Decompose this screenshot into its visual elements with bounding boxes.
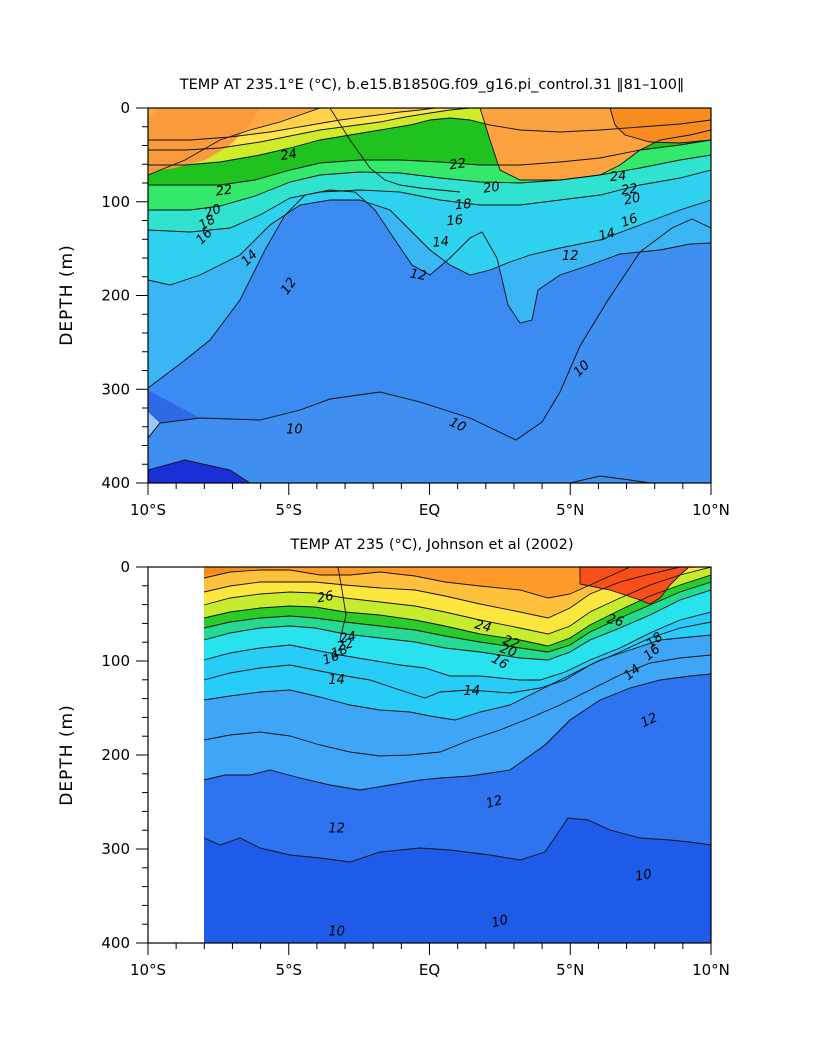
- y-tick-label: 100: [101, 193, 130, 211]
- isotherm-label: 22: [501, 633, 522, 653]
- y-tick-label: 400: [101, 474, 130, 492]
- isotherm-label: 24: [609, 169, 627, 185]
- y-tick-label: 400: [101, 934, 130, 952]
- region-26C: [204, 567, 280, 575]
- isotherm-label: 16: [619, 211, 640, 231]
- contour-fill: [204, 567, 711, 943]
- isotherm-label: 22: [620, 181, 638, 198]
- isotherm-label: 20: [623, 190, 642, 208]
- isotherm-label: 22: [448, 156, 466, 173]
- isotherm-label: 12: [484, 793, 504, 812]
- isotherm-label: 14: [328, 673, 345, 688]
- isotherm-label: 18: [196, 212, 218, 233]
- y-axis-label: DEPTH (m): [57, 244, 77, 345]
- isotherm-label: 18: [329, 642, 350, 662]
- axes: 10°S 5°S EQ 5°N 10°N 0 100 200 300 400: [101, 558, 730, 979]
- isotherm-label: 12: [409, 267, 428, 285]
- region-26-left: [148, 108, 260, 172]
- x-tick-label: 10°S: [130, 501, 166, 519]
- isotherm-label: 22: [335, 636, 355, 655]
- isotherm-label: 24: [279, 147, 298, 165]
- isotherm-label: 22: [215, 182, 233, 199]
- isotherm-label: 10: [286, 423, 303, 438]
- x-tick-label: 10°S: [130, 961, 166, 979]
- isotherm-label: 18: [454, 197, 472, 213]
- isotherm-label: 14: [597, 226, 617, 245]
- x-tick-label: 10°N: [692, 961, 730, 979]
- isotherm-label: 16: [489, 652, 511, 673]
- region-11C: [148, 190, 711, 440]
- x-tick-label: EQ: [419, 501, 440, 519]
- y-tick-label: 100: [101, 652, 130, 670]
- isotherm-label: 10: [447, 415, 468, 436]
- chart-title: TEMP AT 235 (°C), Johnson et al (2002): [289, 537, 573, 553]
- y-tick-label: 0: [120, 99, 130, 117]
- isotherm-label: 26: [605, 612, 625, 631]
- isotherm-lines: [203, 567, 711, 863]
- region-9C: [148, 460, 250, 483]
- isotherm-lines: [148, 108, 711, 483]
- isotherm-label: 20: [482, 180, 500, 197]
- y-tick-label: 200: [101, 746, 130, 764]
- isotherm-label: 12: [639, 710, 660, 731]
- observation-panel: TEMP AT 235 (°C), Johnson et al (2002): [57, 537, 730, 979]
- axes: 10°S 5°S EQ 5°N 10°N 0 100 200 300 400: [101, 99, 730, 519]
- isotherm-label: 14: [463, 684, 480, 699]
- x-tick-label: 5°N: [556, 501, 584, 519]
- isotherm-label: 10: [328, 925, 345, 940]
- isotherm-labels: 2422201816141222201816141224222016141210…: [194, 147, 642, 438]
- x-tick-label: 5°S: [275, 961, 302, 979]
- isotherm-label: 12: [328, 821, 345, 836]
- contour-fill: [148, 108, 711, 483]
- isotherm-label: 16: [446, 213, 464, 229]
- y-tick-label: 0: [120, 558, 130, 576]
- isotherm-label: 24: [339, 629, 358, 647]
- region-corner: [148, 108, 160, 118]
- isotherm-label: 24: [473, 617, 493, 636]
- y-tick-label: 300: [101, 380, 130, 398]
- x-tick-label: 5°N: [556, 961, 584, 979]
- isotherm-label: 14: [432, 234, 450, 250]
- y-tick-label: 200: [101, 287, 130, 305]
- isotherm-label: 10: [490, 912, 510, 931]
- x-tick-label: EQ: [419, 961, 440, 979]
- isotherm-label: 20: [203, 202, 224, 222]
- x-tick-label: 10°N: [692, 501, 730, 519]
- y-tick-label: 300: [101, 840, 130, 858]
- isotherm-label: 12: [562, 249, 579, 264]
- isotherm-label: 20: [498, 641, 519, 661]
- isotherm-label: 10: [634, 867, 653, 885]
- chart-title: TEMP AT 235.1°E (°C), b.e15.B1850G.f09_g…: [179, 77, 684, 93]
- isotherm-label: 16: [321, 649, 342, 669]
- x-tick-label: 5°S: [275, 501, 302, 519]
- model-panel: TEMP AT 235.1°E (°C), b.e15.B1850G.f09_g…: [57, 77, 730, 519]
- region-25C: [204, 567, 630, 598]
- isotherm-label: 26: [316, 589, 335, 607]
- y-axis-label: DEPTH (m): [57, 704, 77, 805]
